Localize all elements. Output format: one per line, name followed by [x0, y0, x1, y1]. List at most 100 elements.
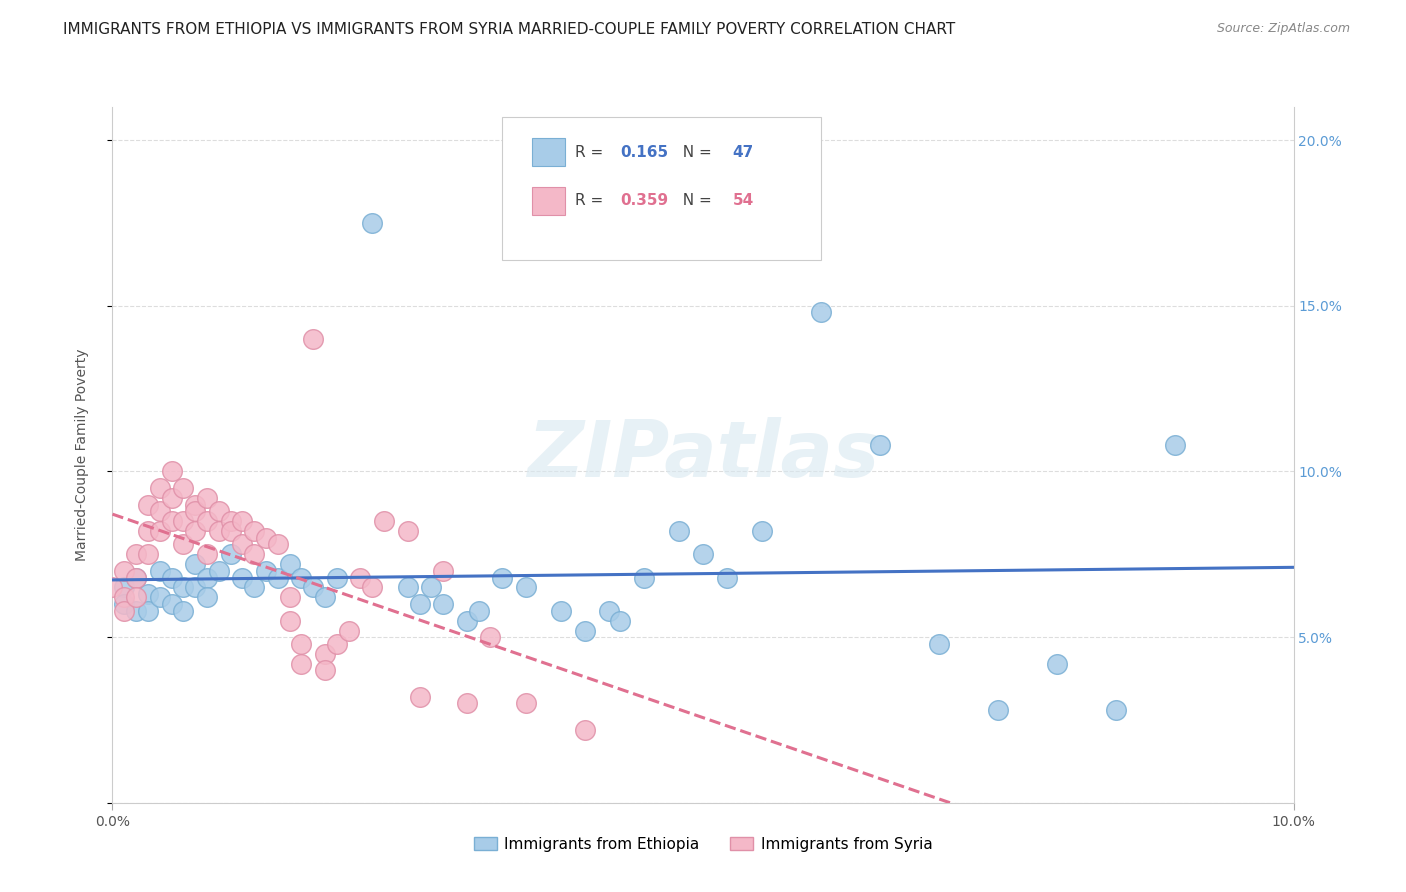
Point [314, 647, 336, 661]
Point [456, 697, 478, 711]
Point [716, 570, 738, 584]
Point [195, 491, 218, 505]
Text: N =: N = [673, 145, 717, 160]
Point [420, 581, 443, 595]
Point [373, 514, 395, 528]
Point [491, 570, 513, 584]
Point [125, 570, 148, 584]
Point [609, 614, 631, 628]
Y-axis label: Married-Couple Family Poverty: Married-Couple Family Poverty [75, 349, 89, 561]
Point [112, 604, 135, 618]
Point [810, 305, 832, 319]
Point [633, 570, 655, 584]
Point [243, 547, 266, 561]
Point [408, 597, 430, 611]
Point [149, 591, 172, 605]
Point [456, 614, 478, 628]
Point [208, 524, 231, 538]
Point [326, 637, 349, 651]
Point [290, 570, 312, 584]
Point [928, 637, 950, 651]
Point [195, 547, 218, 561]
Point [101, 581, 124, 595]
Text: R =: R = [575, 194, 609, 209]
Point [515, 581, 537, 595]
Point [574, 624, 596, 638]
Point [219, 547, 242, 561]
Point [550, 604, 572, 618]
Point [254, 531, 277, 545]
Point [160, 514, 183, 528]
Legend: Immigrants from Ethiopia, Immigrants from Syria: Immigrants from Ethiopia, Immigrants fro… [468, 830, 938, 858]
Point [172, 604, 194, 618]
Point [112, 581, 135, 595]
Point [869, 438, 891, 452]
Point [361, 581, 384, 595]
Text: N =: N = [673, 194, 717, 209]
Point [208, 504, 231, 518]
Point [195, 570, 218, 584]
Point [751, 524, 773, 538]
Point [692, 547, 714, 561]
Point [574, 723, 596, 737]
Text: 47: 47 [733, 145, 754, 160]
Point [125, 604, 148, 618]
Text: R =: R = [575, 145, 609, 160]
Point [243, 524, 266, 538]
Point [149, 504, 172, 518]
Point [302, 332, 325, 346]
Point [515, 697, 537, 711]
Point [149, 481, 172, 495]
Point [136, 587, 159, 601]
Point [290, 657, 312, 671]
Text: IMMIGRANTS FROM ETHIOPIA VS IMMIGRANTS FROM SYRIA MARRIED-COUPLE FAMILY POVERTY : IMMIGRANTS FROM ETHIOPIA VS IMMIGRANTS F… [63, 22, 956, 37]
Point [112, 564, 135, 578]
Point [136, 604, 159, 618]
Point [160, 570, 183, 584]
FancyBboxPatch shape [502, 118, 821, 260]
Point [231, 570, 253, 584]
Point [467, 604, 489, 618]
Point [396, 581, 419, 595]
Point [432, 597, 454, 611]
Point [1105, 703, 1128, 717]
Point [112, 591, 135, 605]
Point [254, 564, 277, 578]
Point [172, 481, 194, 495]
Point [172, 537, 194, 551]
Point [349, 570, 371, 584]
Point [987, 703, 1010, 717]
Text: 0.165: 0.165 [620, 145, 668, 160]
Point [149, 564, 172, 578]
Point [432, 564, 454, 578]
Point [231, 514, 253, 528]
Point [337, 624, 360, 638]
Point [278, 614, 301, 628]
Point [160, 597, 183, 611]
FancyBboxPatch shape [531, 187, 565, 215]
Point [598, 604, 620, 618]
Point [219, 524, 242, 538]
Point [136, 547, 159, 561]
Point [479, 630, 502, 644]
FancyBboxPatch shape [531, 138, 565, 166]
Point [160, 465, 183, 479]
Point [396, 524, 419, 538]
Text: 0.359: 0.359 [620, 194, 668, 209]
Point [149, 524, 172, 538]
Point [136, 524, 159, 538]
Point [326, 570, 349, 584]
Point [314, 591, 336, 605]
Point [243, 581, 266, 595]
Point [172, 581, 194, 595]
Point [302, 581, 325, 595]
Point [267, 570, 290, 584]
Point [184, 581, 207, 595]
Point [267, 537, 290, 551]
Point [361, 216, 384, 230]
Point [408, 690, 430, 704]
Text: ZIPatlas: ZIPatlas [527, 417, 879, 493]
Point [290, 637, 312, 651]
Point [278, 558, 301, 572]
Point [1046, 657, 1069, 671]
